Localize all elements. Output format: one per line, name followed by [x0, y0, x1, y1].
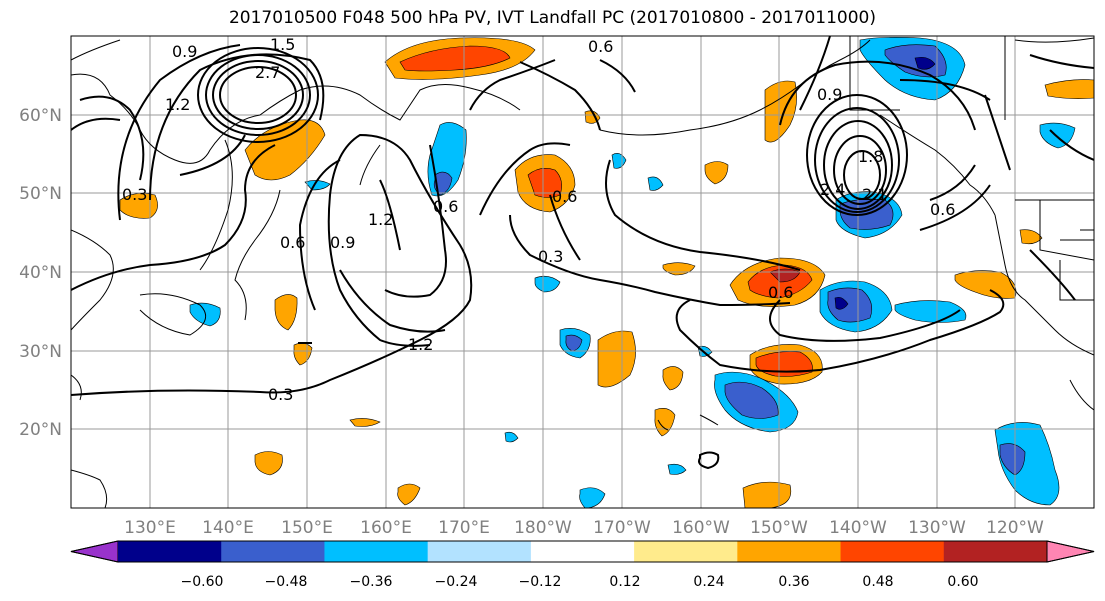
- colorbar-segment: [737, 541, 842, 562]
- lon-label: 160°E: [360, 518, 412, 538]
- contour-label: 0.6: [280, 233, 305, 252]
- colorbar-label: −0.48: [265, 574, 308, 590]
- lon-label: 150°W: [750, 518, 808, 538]
- colorbar-segment: [634, 541, 738, 562]
- contour-label: 0.3: [122, 185, 147, 204]
- lon-label: 130°W: [908, 518, 966, 538]
- lat-label: 50°N: [19, 184, 62, 204]
- colorbar-extend-low: [70, 540, 119, 563]
- contour-label: 1.2: [408, 335, 433, 354]
- contour-label: 2.4: [820, 180, 845, 199]
- contour-label: 0.9: [172, 42, 197, 61]
- colorbar-label: 0.12: [609, 574, 640, 590]
- colorbar-label: −0.60: [181, 574, 224, 590]
- colorbar-segment: [118, 541, 222, 562]
- colorbar-segment: [427, 541, 532, 562]
- coastlines: [71, 36, 1094, 508]
- longitude-labels: 130°E 140°E 150°E 160°E 170°E 180°W 170°…: [124, 518, 1044, 538]
- lon-label: 130°E: [124, 518, 176, 538]
- contour-label: 1.2: [165, 95, 190, 114]
- lon-label: 140°W: [829, 518, 887, 538]
- lat-label: 30°N: [19, 342, 62, 362]
- contour-label: 2.1: [862, 185, 887, 204]
- contour-label: 1.8: [858, 147, 883, 166]
- colorbar-label: −0.12: [519, 574, 562, 590]
- lon-label: 150°E: [281, 518, 333, 538]
- map-frame: [70, 35, 1095, 509]
- contour-label: 0.6: [768, 283, 793, 302]
- lat-label: 20°N: [19, 420, 62, 440]
- colorbar-segment: [530, 541, 635, 562]
- colorbar-outline: [70, 540, 1095, 563]
- colorbar-segment: [221, 541, 325, 562]
- colorbar-label: −0.36: [350, 574, 393, 590]
- colorbar-label: 0.36: [778, 574, 809, 590]
- colorbar-extend-high: [1046, 540, 1095, 563]
- contour-label: 0.3: [268, 385, 293, 404]
- contour-label: 0.9: [330, 233, 355, 252]
- contour-label: 0.9: [817, 85, 842, 104]
- graticule: [71, 36, 1094, 508]
- contour-label: 0.6: [552, 187, 577, 206]
- lon-label: 120°W: [986, 518, 1044, 538]
- lon-label: 140°E: [202, 518, 254, 538]
- lon-label: 170°W: [593, 518, 651, 538]
- colorbar-segment: [324, 541, 429, 562]
- colorbar-label: 0.60: [947, 574, 978, 590]
- colorbar-label: 0.48: [862, 574, 893, 590]
- contour-labels: 0.9 1.5 2.7 1.2 0.3 0.6 0.9 1.2 0.6 1.2 …: [122, 35, 955, 404]
- pv-contours: [71, 36, 1094, 470]
- lon-label: 170°E: [438, 518, 490, 538]
- colorbar-segment: [943, 541, 1048, 562]
- contour-label: 0.6: [930, 200, 955, 219]
- lon-label: 180°W: [514, 518, 572, 538]
- lat-label: 60°N: [19, 106, 62, 126]
- contour-label: 1.5: [270, 35, 295, 54]
- contour-label: 0.3: [538, 247, 563, 266]
- lon-label: 160°W: [672, 518, 730, 538]
- map-title: 2017010500 F048 500 hPa PV, IVT Landfall…: [228, 8, 876, 28]
- contour-label: 0.6: [588, 37, 613, 56]
- contour-label: 2.7: [255, 63, 280, 82]
- colorbar-label: −0.24: [435, 574, 478, 590]
- colorbar: [70, 540, 1095, 563]
- latitude-labels: 60°N 50°N 40°N 30°N 20°N: [19, 106, 62, 440]
- colorbar-label: 0.24: [693, 574, 724, 590]
- contour-label: 0.6: [433, 197, 458, 216]
- contour-label: 1.2: [368, 210, 393, 229]
- colorbar-labels: −0.60 −0.48 −0.36 −0.24 −0.12 0.12 0.24 …: [181, 574, 979, 590]
- lat-label: 40°N: [19, 263, 62, 283]
- shaded-anomalies: [119, 37, 1094, 508]
- colorbar-segment: [840, 541, 945, 562]
